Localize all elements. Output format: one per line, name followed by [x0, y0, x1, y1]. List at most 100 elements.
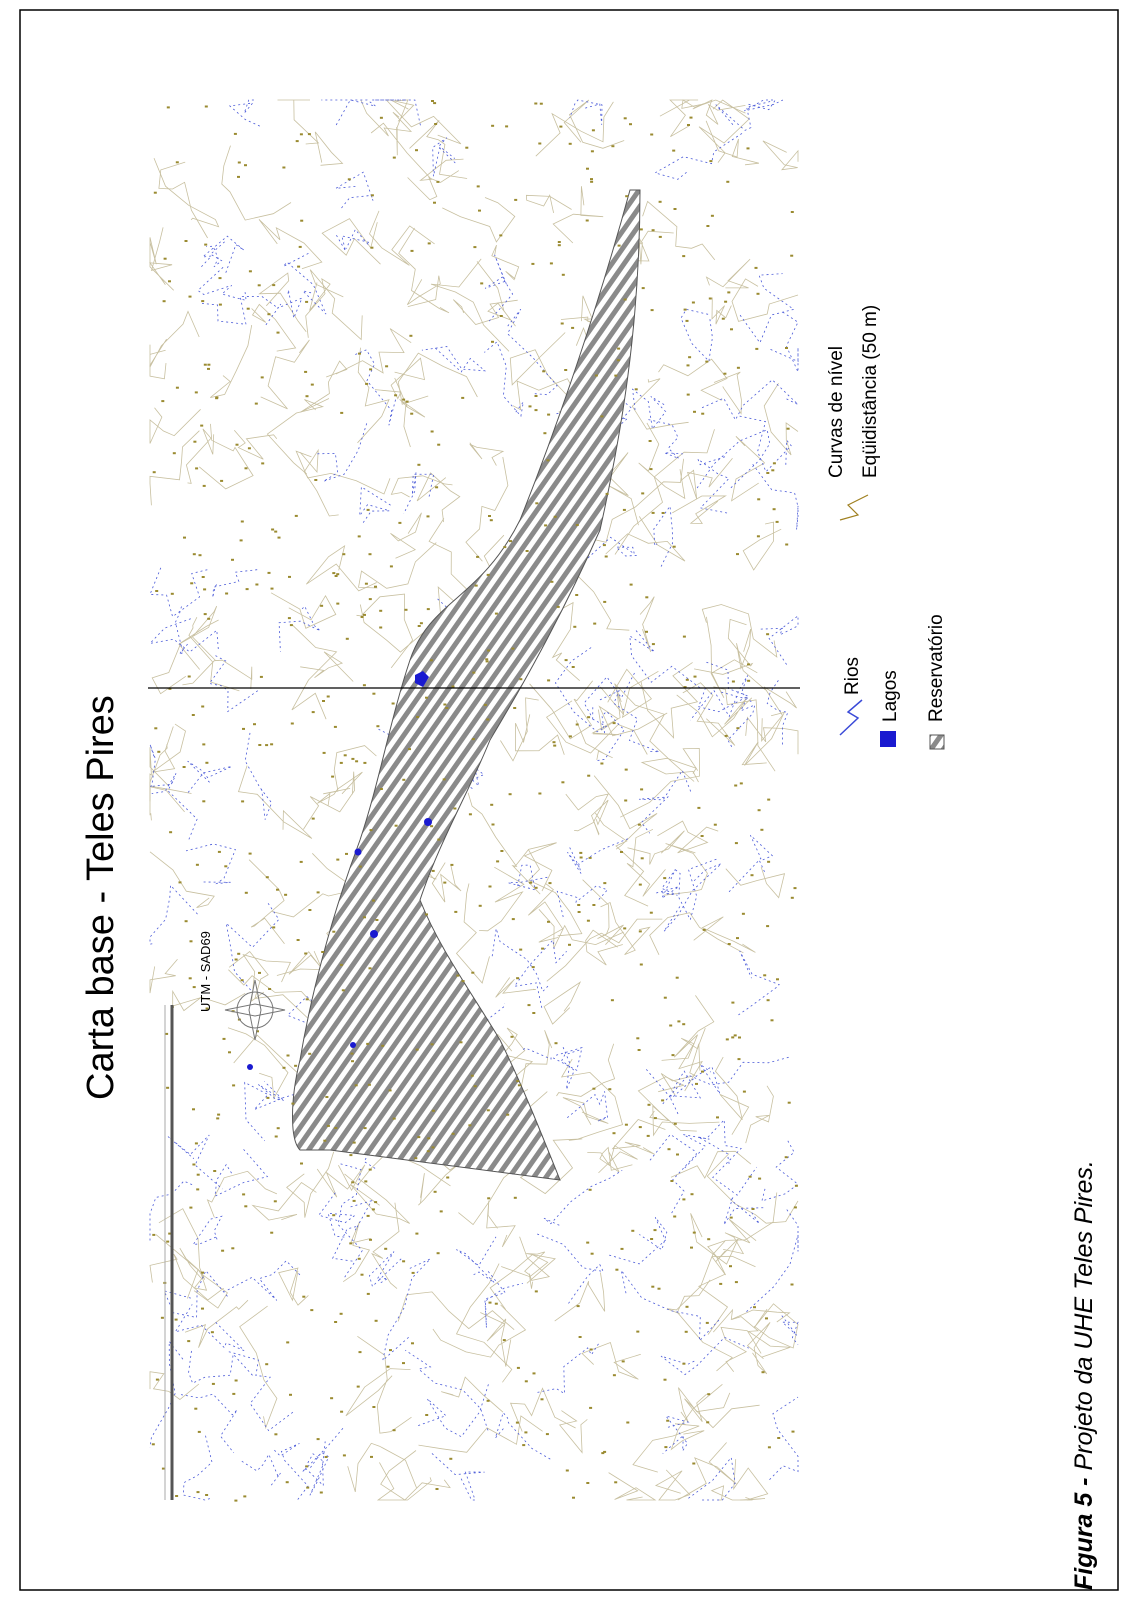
river [337, 1163, 363, 1278]
vegetation-mark [682, 1362, 686, 1365]
vegetation-mark [751, 1208, 755, 1210]
vegetation-mark [207, 617, 211, 620]
vegetation-mark [695, 1082, 698, 1085]
map-area [148, 95, 800, 1505]
vegetation-mark [319, 1491, 323, 1494]
vegetation-mark [363, 916, 366, 919]
vegetation-mark [289, 624, 293, 627]
vegetation-mark [528, 405, 532, 408]
vegetation-mark [345, 637, 349, 640]
reservoir [292, 189, 641, 1181]
vegetation-mark [579, 851, 583, 854]
vegetation-mark [661, 512, 665, 514]
river [701, 379, 799, 421]
vegetation-mark [184, 240, 188, 242]
vegetation-mark [651, 1285, 655, 1288]
vegetation-mark [693, 410, 696, 413]
vegetation-mark [248, 852, 252, 855]
vegetation-mark [417, 625, 421, 627]
vegetation-mark [299, 860, 303, 863]
contour-line [356, 593, 414, 669]
vegetation-mark [794, 1184, 798, 1187]
vegetation-mark [326, 1124, 330, 1127]
vegetation-mark [449, 1457, 453, 1460]
vegetation-mark [366, 1292, 370, 1295]
vegetation-mark [391, 702, 395, 705]
vegetation-mark [255, 583, 259, 586]
contour-line [278, 1267, 309, 1306]
contour-line [598, 705, 668, 737]
vegetation-mark [663, 1378, 667, 1381]
vegetation-mark [237, 161, 241, 164]
vegetation-mark [556, 605, 560, 608]
vegetation-mark [386, 1365, 390, 1368]
contour-line [291, 624, 338, 720]
contour-line [652, 1105, 720, 1137]
vegetation-mark [771, 469, 775, 472]
vegetation-mark [341, 989, 345, 992]
vegetation-mark [470, 1074, 474, 1077]
vegetation-mark [207, 363, 211, 366]
vegetation-mark [260, 376, 264, 379]
contour-line [556, 1043, 616, 1097]
vegetation-mark [272, 926, 276, 929]
vegetation-mark [334, 575, 338, 577]
vegetation-mark [169, 831, 173, 834]
vegetation-mark [772, 508, 776, 511]
river [744, 99, 784, 112]
vegetation-mark [201, 300, 205, 303]
vegetation-mark [639, 228, 643, 231]
river [214, 1147, 269, 1197]
vegetation-mark [287, 617, 291, 620]
vegetation-mark [571, 326, 575, 329]
vegetation-mark [192, 986, 196, 989]
vegetation-mark [228, 1051, 231, 1054]
vegetation-mark [187, 675, 191, 678]
vegetation-mark [304, 370, 308, 373]
vegetation-mark [572, 1496, 575, 1499]
vegetation-mark [637, 823, 641, 826]
vegetation-mark [244, 1205, 248, 1208]
vegetation-mark [684, 1330, 688, 1333]
vegetation-mark [425, 1414, 429, 1416]
contour-line [357, 1335, 412, 1434]
vegetation-mark [266, 1096, 270, 1099]
vegetation-mark [590, 1252, 594, 1255]
vegetation-mark [189, 940, 193, 943]
vegetation-mark [340, 1410, 344, 1413]
vegetation-mark [298, 245, 302, 248]
vegetation-mark [734, 784, 738, 787]
vegetation-mark [191, 714, 195, 716]
vegetation-mark [370, 194, 374, 197]
vegetation-mark [205, 1007, 209, 1010]
contour-line [705, 120, 759, 166]
contour-line [397, 1291, 515, 1331]
scale-label: UTM - SAD69 [198, 931, 213, 1012]
contour-line [558, 1410, 588, 1454]
vegetation-mark [294, 1064, 298, 1067]
vegetation-mark [426, 515, 430, 518]
contour-line [323, 745, 377, 795]
vegetation-mark [509, 540, 512, 543]
vegetation-mark [615, 1268, 619, 1271]
vegetation-mark [368, 1168, 372, 1171]
vegetation-mark [468, 813, 472, 816]
vegetation-mark [358, 1351, 362, 1354]
vegetation-mark [515, 1421, 519, 1424]
contour-line [369, 210, 435, 266]
vegetation-mark [496, 860, 500, 863]
vegetation-mark [573, 625, 577, 628]
vegetation-mark [650, 133, 654, 136]
vegetation-mark [766, 633, 770, 636]
vegetation-mark [203, 588, 207, 591]
vegetation-mark [736, 553, 739, 556]
river [661, 1056, 789, 1106]
vegetation-mark [701, 1070, 704, 1073]
contour-line [600, 901, 651, 955]
contour-line [515, 714, 565, 755]
vegetation-mark [638, 930, 642, 933]
river [336, 228, 370, 252]
vegetation-mark [534, 102, 538, 105]
vegetation-mark [368, 967, 372, 970]
vegetation-mark [379, 626, 383, 629]
